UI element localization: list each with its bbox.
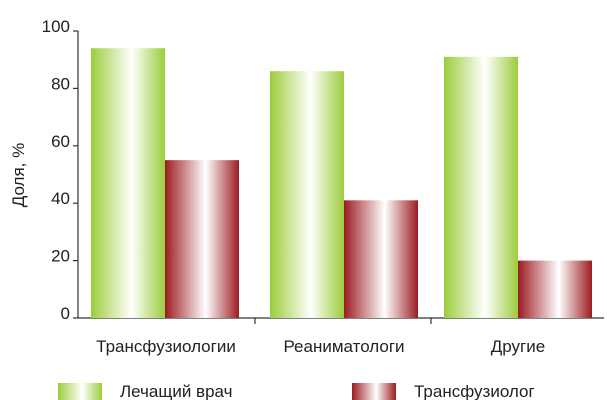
y-tick-label: 80 xyxy=(51,74,70,93)
legend-label-series-0: Лечащий врач xyxy=(120,382,232,400)
y-tick-label: 60 xyxy=(51,132,70,151)
bars xyxy=(91,48,592,319)
x-category-label: Трансфузиологии xyxy=(96,337,236,356)
bar-series-1-cat-1 xyxy=(344,200,418,318)
y-tick-label: 100 xyxy=(42,17,70,36)
legend-swatch-series-0 xyxy=(58,383,102,400)
x-category-label: Реаниматологи xyxy=(283,337,404,356)
bar-series-0-cat-0 xyxy=(91,48,165,318)
x-categories: Трансфузиологии Реаниматологи Другие xyxy=(96,318,545,356)
y-tick-label: 0 xyxy=(61,304,70,323)
y-tick-label: 40 xyxy=(51,189,70,208)
legend-label-series-1: Трансфузиолог xyxy=(414,382,535,400)
bar-series-0-cat-1 xyxy=(270,71,344,319)
y-ticks: 0 20 40 60 80 100 xyxy=(42,17,78,323)
bar-series-1-cat-2 xyxy=(518,260,592,318)
legend: Лечащий врач Трансфузиолог xyxy=(58,382,535,400)
legend-swatch-series-1 xyxy=(352,383,396,400)
y-tick-label: 20 xyxy=(51,247,70,266)
bar-series-1-cat-0 xyxy=(165,160,239,318)
bar-series-0-cat-2 xyxy=(444,56,518,319)
x-category-label: Другие xyxy=(491,337,545,356)
y-axis-label: Доля, % xyxy=(9,143,28,207)
